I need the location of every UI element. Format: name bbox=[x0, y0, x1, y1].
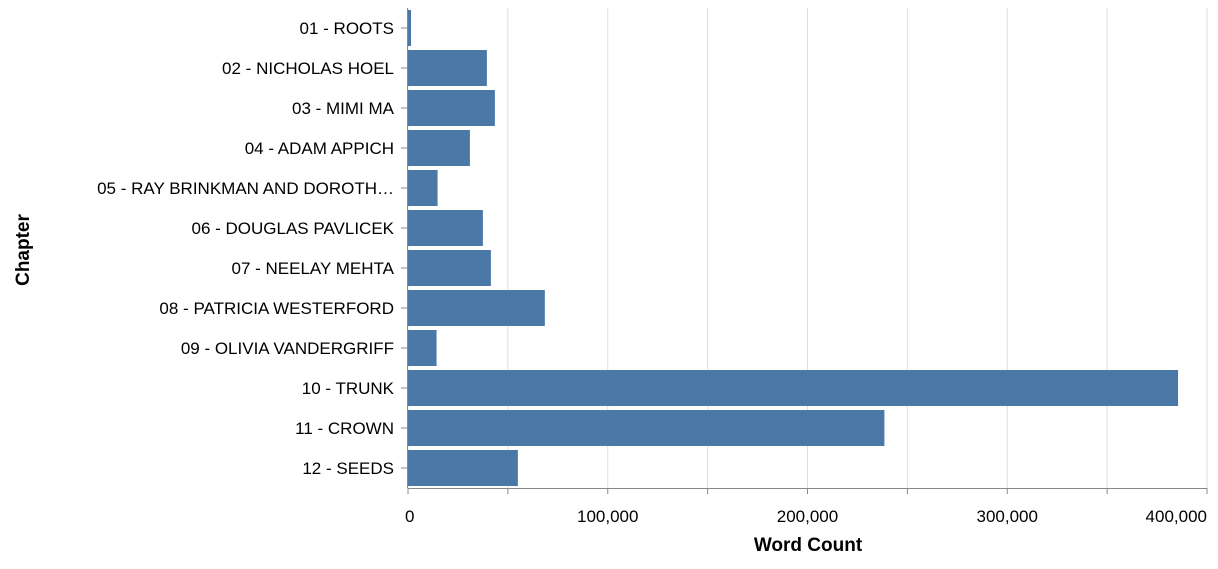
y-tick-label: 07 - NEELAY MEHTA bbox=[232, 259, 395, 278]
x-tick-label: 200,000 bbox=[777, 507, 838, 526]
axes: 0 100,000 200,000 300,000 400,000 01 - ROOTS 0… bbox=[97, 8, 1208, 526]
x-tick-label: 100,000 bbox=[577, 507, 638, 526]
bar bbox=[408, 370, 1179, 406]
y-tick-label: 02 - NICHOLAS HOEL bbox=[222, 59, 394, 78]
gridlines bbox=[407, 8, 1208, 488]
bar bbox=[408, 290, 545, 326]
bar bbox=[408, 330, 437, 366]
bar bbox=[408, 170, 438, 206]
bar bbox=[408, 90, 495, 126]
x-tick-label: 400,000 bbox=[1146, 507, 1207, 526]
y-tick-label: 10 - TRUNK bbox=[302, 379, 395, 398]
y-tick-label: 03 - MIMI MA bbox=[292, 99, 395, 118]
bar bbox=[408, 50, 487, 86]
y-tick-label: 04 - ADAM APPICH bbox=[245, 139, 394, 158]
x-tick-label: 0 bbox=[405, 507, 414, 526]
bar bbox=[408, 410, 885, 446]
y-tick-label: 11 - CROWN bbox=[295, 419, 394, 438]
y-axis-title: Chapter bbox=[13, 214, 34, 286]
y-tick-label: 12 - SEEDS bbox=[302, 459, 394, 478]
bar bbox=[408, 250, 491, 286]
y-tick-label: 09 - OLIVIA VANDERGRIFF bbox=[181, 339, 394, 358]
x-tick-label: 300,000 bbox=[977, 507, 1038, 526]
y-tick-label: 06 - DOUGLAS PAVLICEK bbox=[192, 219, 395, 238]
bar bbox=[408, 450, 518, 486]
x-axis-title: Word Count bbox=[754, 535, 863, 556]
bar bbox=[408, 10, 411, 46]
bar bbox=[408, 130, 470, 166]
y-tick-label: 01 - ROOTS bbox=[300, 19, 394, 38]
bar bbox=[408, 210, 483, 246]
y-tick-label: 05 - RAY BRINKMAN AND DOROTH… bbox=[97, 179, 394, 198]
bars bbox=[408, 10, 1179, 486]
y-tick-label: 08 - PATRICIA WESTERFORD bbox=[159, 299, 394, 318]
